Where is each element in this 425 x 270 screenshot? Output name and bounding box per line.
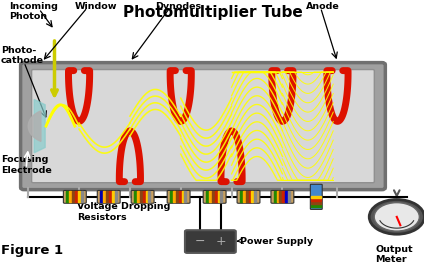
FancyBboxPatch shape xyxy=(63,190,86,203)
Bar xyxy=(112,191,113,202)
FancyBboxPatch shape xyxy=(203,190,226,203)
Bar xyxy=(184,191,187,202)
Bar xyxy=(173,191,175,202)
FancyBboxPatch shape xyxy=(310,184,322,210)
Bar xyxy=(311,202,321,204)
Bar xyxy=(218,191,220,202)
Bar xyxy=(69,191,71,202)
Bar xyxy=(282,191,284,202)
Bar xyxy=(209,191,211,202)
Bar xyxy=(311,195,321,198)
Text: Output
Meter: Output Meter xyxy=(376,245,413,264)
Text: Photo-
cathode: Photo- cathode xyxy=(1,46,44,65)
Circle shape xyxy=(374,203,419,231)
Bar xyxy=(137,191,139,202)
Bar xyxy=(288,191,290,202)
Text: Voltage Dropping
Resistors: Voltage Dropping Resistors xyxy=(77,202,170,222)
Bar xyxy=(100,191,102,202)
Bar xyxy=(72,191,74,202)
Bar xyxy=(176,191,178,202)
Bar xyxy=(249,191,251,202)
Text: Focusing
Electrode: Focusing Electrode xyxy=(1,156,51,175)
Bar xyxy=(140,191,142,202)
Bar xyxy=(285,191,287,202)
FancyBboxPatch shape xyxy=(237,190,260,203)
Text: Window: Window xyxy=(75,2,117,11)
Circle shape xyxy=(369,200,424,234)
FancyBboxPatch shape xyxy=(271,190,294,203)
Bar xyxy=(254,191,256,202)
FancyBboxPatch shape xyxy=(131,190,154,203)
Text: Figure 1: Figure 1 xyxy=(1,244,63,256)
Text: Incoming
Photon: Incoming Photon xyxy=(9,2,58,21)
Polygon shape xyxy=(34,99,45,153)
Bar xyxy=(143,191,144,202)
Bar xyxy=(114,191,116,202)
Bar xyxy=(246,191,248,202)
Bar xyxy=(106,191,108,202)
Bar xyxy=(252,191,253,202)
FancyBboxPatch shape xyxy=(31,70,374,183)
Bar xyxy=(280,191,281,202)
Polygon shape xyxy=(28,111,41,141)
Text: Dynodes: Dynodes xyxy=(155,2,201,11)
Bar xyxy=(103,191,105,202)
Bar xyxy=(181,191,184,202)
Bar xyxy=(215,191,217,202)
Bar xyxy=(240,191,242,202)
Bar xyxy=(277,191,279,202)
Text: +: + xyxy=(215,235,226,248)
Bar xyxy=(221,191,222,202)
FancyBboxPatch shape xyxy=(167,190,190,203)
Bar xyxy=(109,191,111,202)
Bar xyxy=(170,191,172,202)
FancyBboxPatch shape xyxy=(20,63,385,190)
Bar xyxy=(75,191,77,202)
Text: −: − xyxy=(195,235,205,248)
Bar xyxy=(134,191,136,202)
Bar xyxy=(206,191,208,202)
Bar xyxy=(311,205,321,207)
Bar xyxy=(178,191,181,202)
Text: Photomultiplier Tube: Photomultiplier Tube xyxy=(123,5,302,20)
Bar xyxy=(78,191,80,202)
Text: Power Supply: Power Supply xyxy=(240,237,313,246)
Bar xyxy=(243,191,245,202)
FancyBboxPatch shape xyxy=(185,230,236,253)
Bar xyxy=(274,191,276,202)
Bar xyxy=(145,191,147,202)
Text: Anode: Anode xyxy=(306,2,340,11)
FancyBboxPatch shape xyxy=(97,190,120,203)
Bar xyxy=(212,191,214,202)
Bar xyxy=(148,191,150,202)
Bar xyxy=(81,191,83,202)
Bar xyxy=(66,191,68,202)
Bar xyxy=(311,199,321,201)
